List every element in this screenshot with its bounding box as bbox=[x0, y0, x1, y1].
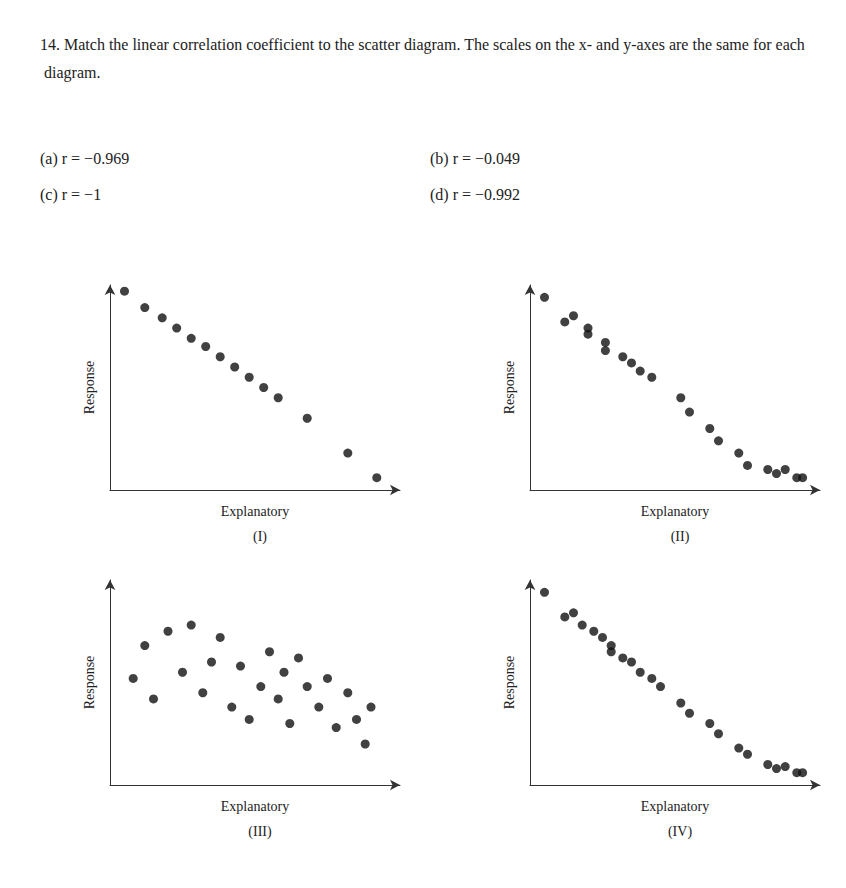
svg-text:14. Match the linear correlati: 14. Match the linear correlation coeffic… bbox=[40, 36, 805, 54]
svg-text:diagram.: diagram. bbox=[40, 64, 100, 82]
svg-text:(d) r = −0.992: (d) r = −0.992 bbox=[430, 186, 520, 204]
svg-text:Explanatory: Explanatory bbox=[641, 504, 709, 519]
svg-text:(b) r = −0.049: (b) r = −0.049 bbox=[430, 150, 520, 168]
svg-text:Response: Response bbox=[82, 361, 97, 415]
svg-text:(I): (I) bbox=[253, 529, 267, 545]
svg-text:(III): (III) bbox=[248, 824, 272, 840]
svg-text:Response: Response bbox=[502, 656, 517, 710]
svg-text:(IV): (IV) bbox=[668, 824, 692, 840]
svg-text:(c) r = −1: (c) r = −1 bbox=[40, 186, 101, 204]
svg-text:Response: Response bbox=[82, 656, 97, 710]
svg-text:Explanatory: Explanatory bbox=[221, 504, 289, 519]
svg-text:(a) r = −0.969: (a) r = −0.969 bbox=[40, 150, 129, 168]
svg-text:Explanatory: Explanatory bbox=[641, 799, 709, 814]
svg-text:Explanatory: Explanatory bbox=[221, 799, 289, 814]
svg-text:(II): (II) bbox=[671, 529, 690, 545]
svg-text:Response: Response bbox=[502, 361, 517, 415]
